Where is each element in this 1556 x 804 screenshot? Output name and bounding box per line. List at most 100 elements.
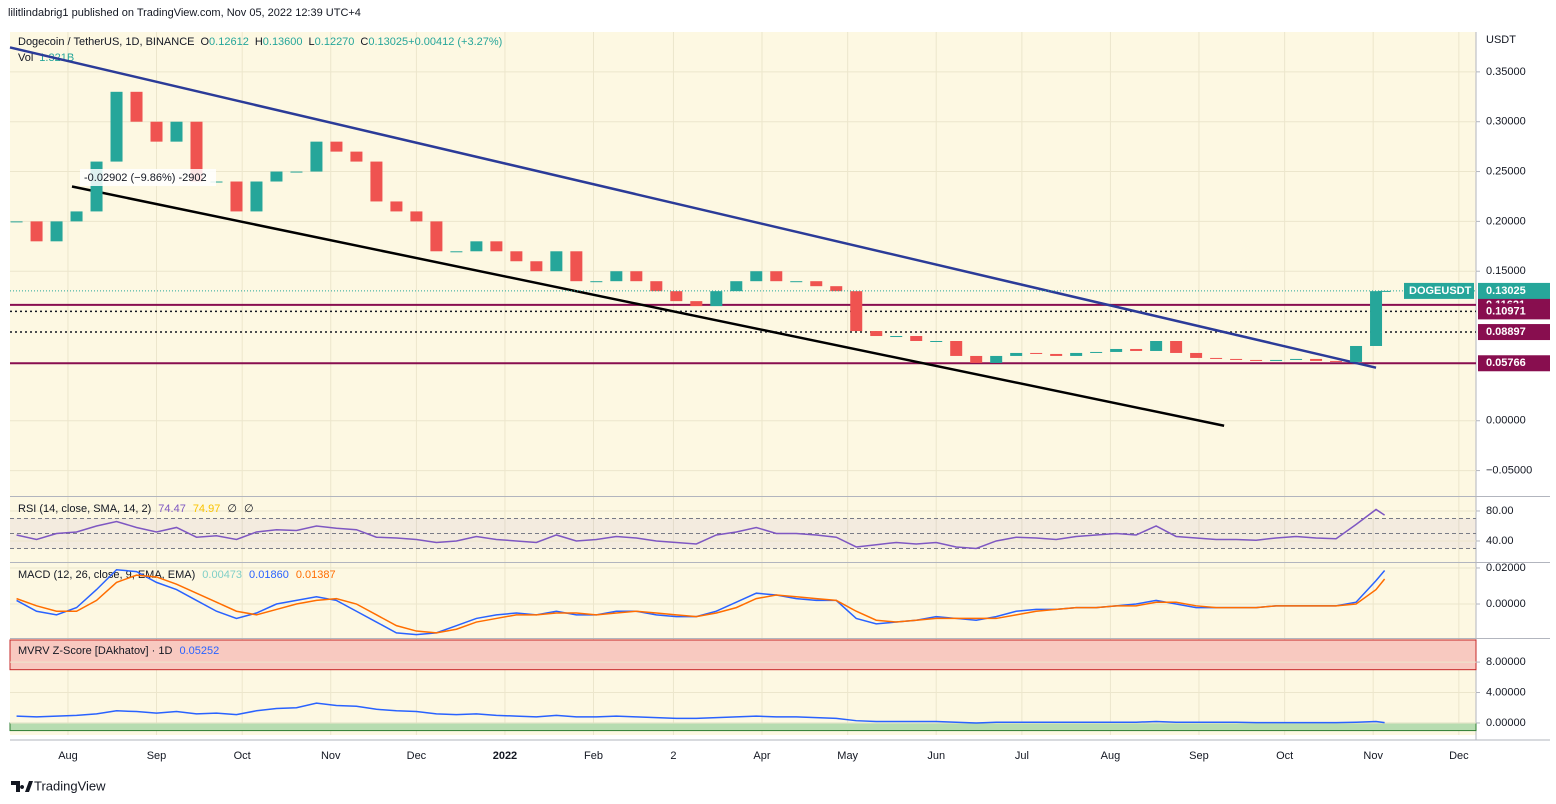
quote-label: H [255,36,263,48]
y-tick-label: −0.05000 [1486,464,1532,476]
candle [1370,291,1383,346]
candle [650,281,663,292]
candle [50,221,63,242]
panel-title: MACD (12, 26, close, 9, EMA, EMA) [18,569,195,581]
trendline [9,46,1377,369]
candle [870,331,883,337]
legend-value: 74.97 [193,503,221,515]
candle [1250,359,1263,361]
y-tick-label: 0.35000 [1486,66,1526,78]
level-label-box [1478,303,1550,320]
plot-background [10,32,1476,735]
panel-title: RSI (14, close, SMA, 14, 2) [18,503,151,515]
candle [1030,352,1043,354]
candle [1130,348,1143,351]
candle [630,271,643,282]
candle [790,281,803,283]
candle [910,336,923,341]
candle [450,251,463,253]
candle [710,291,723,307]
tradingview-logo [11,781,33,792]
x-tick-label: Jun [927,750,945,762]
candle [190,121,203,182]
y-tick-label: 8.00000 [1486,656,1526,668]
publisher-line: lilitlindabrig1 published on TradingView… [8,7,361,19]
x-tick-label: Feb [584,750,603,762]
volume-legend: Vol1.321B [18,52,74,64]
candle [270,171,283,182]
candle [390,201,403,212]
candle [730,281,743,292]
level-label-box [1478,324,1550,341]
legend-value: 0.01860 [249,569,289,581]
y-tick-label: 0.00000 [1486,717,1526,729]
quote-label: O [200,36,209,48]
candle [70,211,83,222]
x-tick-label: Sep [147,750,167,762]
panel-legend: MVRV Z-Score [DAkhatov] · 1D 0.05252 [18,645,219,657]
candle [690,301,703,307]
panel-legend: MACD (12, 26, close, 9, EMA, EMA) 0.00473… [18,569,336,581]
y-tick-label: 40.00 [1486,535,1514,547]
x-tick-label: 2 [670,750,676,762]
candle [1150,340,1163,351]
candle [370,161,383,202]
level-label: 0.10971 [1486,305,1526,317]
candle [1010,352,1023,356]
y-tick-label: 0.30000 [1486,116,1526,128]
trendline [71,185,1225,427]
quote-value: +0.00412 (+3.27%) [408,36,502,48]
level-label: 0.05766 [1486,357,1526,369]
last-name: DOGEUSDT [1409,285,1472,297]
series-line [16,508,1386,550]
x-tick-label: Nov [321,750,341,762]
candle [430,221,443,252]
x-tick-label: Dec [1449,750,1469,762]
legend-value: 0.01387 [296,569,336,581]
legend-value: 0.00473 [202,569,242,581]
candle [230,181,243,212]
unit-label: USDT [1486,34,1516,46]
annotation: -0.02902 (−9.86%) -2902 [84,172,207,184]
y-tick-label: 80.00 [1486,505,1514,517]
candle [850,291,863,332]
zone [9,722,1477,732]
series-line [16,574,1386,634]
candle [290,171,303,173]
candle [770,271,783,282]
candle [950,340,963,356]
candle [510,251,523,262]
x-tick-label: 2022 [493,750,517,762]
candle [590,281,603,283]
candle [110,91,123,162]
brand: TradingView [34,778,106,793]
quote-label: L [309,36,315,48]
candle [490,241,503,252]
candle [130,91,143,122]
x-tick-label: Jul [1015,750,1029,762]
legend-value: 74.47 [158,503,186,515]
candle [1050,353,1063,356]
series-line [16,702,1385,724]
quote-value: 0.13600 [263,36,303,48]
level-label: 0.08897 [1486,326,1526,338]
candle [990,355,1003,363]
annotation-box [80,169,216,186]
panel-legend: RSI (14, close, SMA, 14, 2) 74.47 74.97 ∅ ∅ [18,503,254,515]
candle [170,121,183,142]
y-tick-label: 4.00000 [1486,686,1526,698]
candle [930,340,943,342]
candle [30,221,43,242]
quote-value: 0.12270 [315,36,355,48]
x-tick-label: Nov [1363,750,1383,762]
last-price-box [1478,282,1550,299]
candle [750,271,763,282]
volume-label: Vol [18,52,33,64]
y-tick-label: 0.00000 [1486,415,1526,427]
candle [1290,358,1303,360]
x-tick-label: Oct [1276,750,1293,762]
candle [410,211,423,222]
candle [1210,357,1223,359]
y-tick-label: 0.20000 [1486,215,1526,227]
